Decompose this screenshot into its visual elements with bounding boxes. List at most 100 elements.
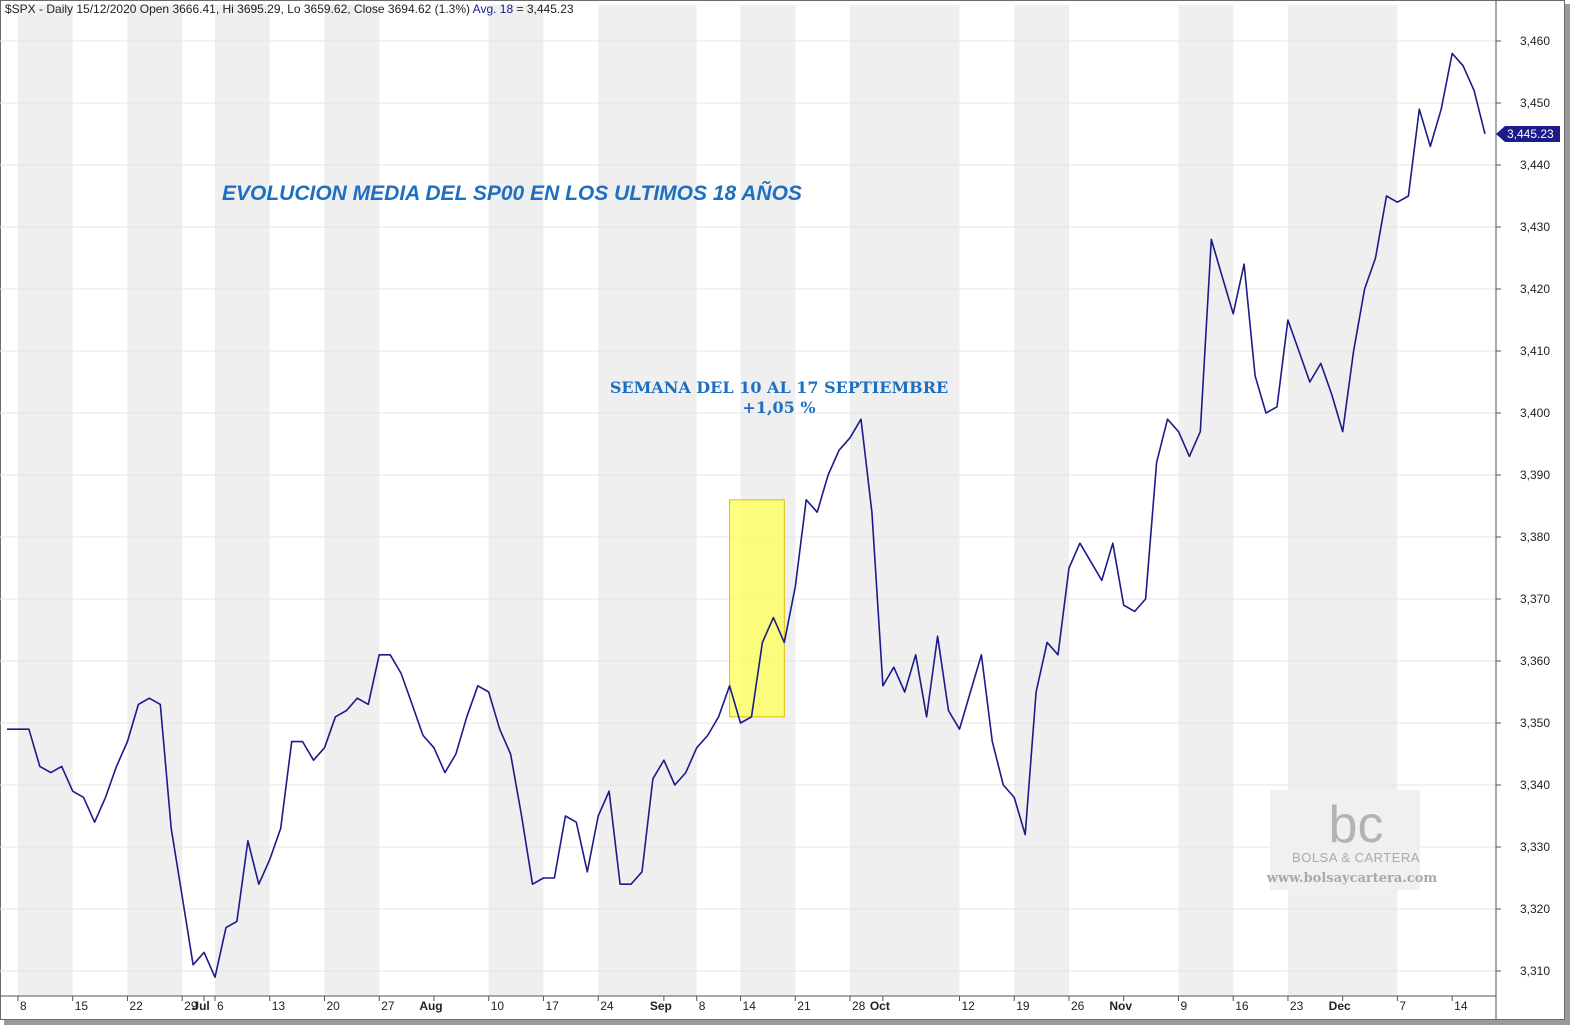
data-point: [1122, 604, 1125, 607]
data-point: [1275, 405, 1278, 408]
data-point: [432, 746, 435, 749]
y-tick-label: 3,380: [1520, 530, 1550, 544]
data-point: [38, 765, 41, 768]
symbol-info: $SPX - Daily 15/12/2020 Open 3666.41, Hi…: [5, 2, 470, 16]
data-point: [214, 976, 217, 979]
data-point: [6, 728, 9, 731]
data-point: [411, 703, 414, 706]
data-point: [651, 777, 654, 780]
annotation-week-change: +1,05 %: [742, 398, 815, 417]
y-tick-label: 3,330: [1520, 840, 1550, 854]
series-line: [7, 52, 1486, 979]
data-point: [892, 666, 895, 669]
data-point: [761, 641, 764, 644]
x-tick-label: 28: [852, 999, 866, 1013]
x-tick-label: 26: [1071, 999, 1085, 1013]
data-point: [1451, 52, 1454, 55]
data-point: [520, 815, 523, 818]
y-tick-label: 3,340: [1520, 778, 1550, 792]
y-tick-label: 3,310: [1520, 964, 1550, 978]
watermark-logo: bc: [1329, 796, 1384, 854]
watermark-url: www.bolsaycartera.com: [1266, 871, 1438, 886]
data-point: [1418, 108, 1421, 111]
avg-label: Avg. 18: [472, 2, 514, 16]
y-tick-label: 3,420: [1520, 282, 1550, 296]
data-point: [1210, 238, 1213, 241]
data-point: [640, 870, 643, 873]
x-tick-label: 8: [20, 999, 27, 1013]
y-tick-label: 3,370: [1520, 592, 1550, 606]
x-tick-label: 6: [217, 999, 224, 1013]
x-tick-label: Oct: [870, 999, 890, 1013]
data-point: [1308, 381, 1311, 384]
week-shade-band: [1178, 5, 1234, 996]
data-point: [1396, 201, 1399, 204]
data-point: [1024, 833, 1027, 836]
week-shade-band: [215, 5, 270, 996]
data-point: [608, 790, 611, 793]
data-point: [1484, 133, 1487, 136]
data-point: [991, 740, 994, 743]
data-point: [947, 709, 950, 712]
data-point: [246, 839, 249, 842]
data-point: [1374, 257, 1377, 260]
data-point: [1155, 461, 1158, 464]
data-point: [1111, 542, 1114, 545]
data-point: [1232, 312, 1235, 315]
data-point: [509, 753, 512, 756]
data-point: [816, 511, 819, 514]
x-tick-label: 10: [491, 999, 505, 1013]
y-tick-label: 3,320: [1520, 902, 1550, 916]
x-tick-label: Aug: [419, 999, 442, 1013]
data-point: [268, 858, 271, 861]
watermark: bc BOLSA & CARTERA www.bolsaycartera.com: [1266, 790, 1438, 890]
data-point: [181, 895, 184, 898]
data-point: [958, 728, 961, 731]
data-point: [27, 728, 30, 731]
data-point: [476, 684, 479, 687]
data-point: [1100, 579, 1103, 582]
data-point: [1046, 641, 1049, 644]
data-point: [980, 653, 983, 656]
data-point: [126, 740, 129, 743]
x-tick-label: 20: [326, 999, 340, 1013]
x-tick-label: 17: [545, 999, 559, 1013]
data-point: [312, 759, 315, 762]
y-axis-labels: 3,460 3,450 3,440 3,430 3,420 3,410 3,400 3,390…: [1496, 34, 1550, 978]
data-point: [662, 759, 665, 762]
y-tick-label: 3,450: [1520, 96, 1550, 110]
data-point: [794, 585, 797, 588]
week-shade-band: [488, 5, 544, 996]
week-shade-band: [324, 5, 380, 996]
avg-value: = 3,445.23: [513, 2, 574, 16]
data-point: [586, 870, 589, 873]
data-point: [1341, 430, 1344, 433]
data-point: [1188, 455, 1191, 458]
y-tick-label: 3,430: [1520, 220, 1550, 234]
data-point: [465, 715, 468, 718]
data-point: [750, 715, 753, 718]
x-tick-label: 15: [75, 999, 89, 1013]
data-point: [301, 740, 304, 743]
data-point: [619, 883, 622, 886]
data-point: [1057, 653, 1060, 656]
data-point: [1407, 195, 1410, 198]
y-tick-label: 3,360: [1520, 654, 1550, 668]
chart-annotation-title: EVOLUCION MEDIA DEL SP00 EN LOS ULTIMOS …: [222, 182, 802, 205]
chart-header: $SPX - Daily 15/12/2020 Open 3666.41, Hi…: [5, 2, 574, 16]
data-point: [1199, 430, 1202, 433]
data-point: [224, 926, 227, 929]
data-point: [1002, 784, 1005, 787]
data-point: [443, 771, 446, 774]
x-tick-label: 19: [1016, 999, 1030, 1013]
data-point: [772, 616, 775, 619]
x-tick-label: 7: [1399, 999, 1406, 1013]
data-point: [71, 790, 74, 793]
data-point: [1254, 374, 1257, 377]
data-point: [1319, 362, 1322, 365]
data-point: [1473, 89, 1476, 92]
data-point: [903, 691, 906, 694]
data-point: [1133, 610, 1136, 613]
data-point: [1286, 319, 1289, 322]
data-point: [257, 883, 260, 886]
